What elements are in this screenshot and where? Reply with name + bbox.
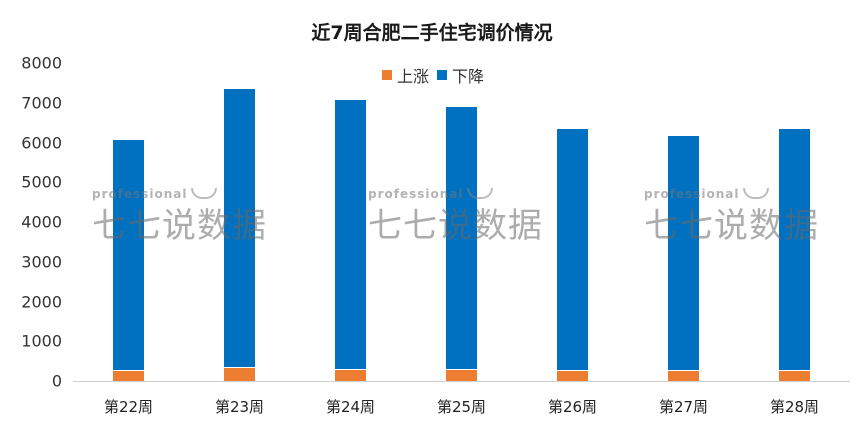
x-tick-label: 第24周 bbox=[325, 398, 376, 416]
y-tick-label: 0 bbox=[51, 371, 62, 391]
legend-label-down: 下降 bbox=[452, 67, 485, 86]
bar-segment-down bbox=[335, 99, 366, 370]
y-tick-label: 2000 bbox=[21, 292, 62, 311]
bar-segment-down bbox=[113, 140, 144, 371]
y-tick-label: 6000 bbox=[21, 133, 62, 152]
bar-segment-up bbox=[557, 371, 588, 381]
y-tick-label: 4000 bbox=[21, 212, 62, 232]
bar-segment-up bbox=[224, 368, 255, 381]
bar-segment-down bbox=[557, 128, 588, 371]
x-tick-label: 第26周 bbox=[547, 398, 598, 416]
y-tick-label: 3000 bbox=[21, 252, 62, 272]
x-tick-label: 第22周 bbox=[103, 398, 154, 416]
bar-stack bbox=[557, 128, 588, 381]
x-tick-label: 第25周 bbox=[436, 398, 487, 416]
x-tick-label: 第27周 bbox=[658, 398, 709, 416]
bar-segment-up bbox=[113, 371, 144, 381]
legend-item-up: 上涨 bbox=[382, 63, 429, 87]
bar-segment-up bbox=[779, 371, 810, 381]
x-tick-label: 第28周 bbox=[769, 398, 820, 416]
legend-swatch-down bbox=[437, 70, 448, 80]
legend-item-down: 下降 bbox=[437, 63, 484, 87]
bar-segment-up bbox=[446, 370, 477, 381]
x-tick-label: 第23周 bbox=[214, 398, 265, 416]
bar-stack bbox=[335, 99, 366, 381]
watermark-face-icon bbox=[190, 188, 217, 199]
bar-segment-up bbox=[335, 370, 366, 381]
bar-stack bbox=[446, 107, 477, 381]
bar-stack bbox=[113, 140, 144, 381]
bar-stack bbox=[224, 88, 255, 381]
chart-title: 近7周合肥二手住宅调价情况 bbox=[311, 22, 553, 44]
legend-swatch-up bbox=[382, 70, 392, 80]
legend: 上涨 下降 bbox=[382, 63, 492, 87]
watermark-face-icon bbox=[742, 188, 769, 199]
y-tick-label: 8000 bbox=[21, 53, 62, 73]
bar-segment-down bbox=[779, 128, 810, 371]
bar-segment-down bbox=[668, 136, 699, 371]
bar-stack bbox=[779, 128, 810, 381]
bar-segment-down bbox=[446, 107, 477, 370]
bar-segment-up bbox=[668, 371, 699, 381]
legend-label-up: 上涨 bbox=[397, 67, 430, 86]
x-axis-line bbox=[73, 381, 850, 382]
y-tick-label: 1000 bbox=[21, 331, 62, 351]
y-tick-label: 5000 bbox=[21, 172, 62, 192]
bar-segment-down bbox=[224, 88, 255, 368]
bar-stack bbox=[668, 136, 699, 381]
y-tick-label: 7000 bbox=[21, 93, 62, 113]
